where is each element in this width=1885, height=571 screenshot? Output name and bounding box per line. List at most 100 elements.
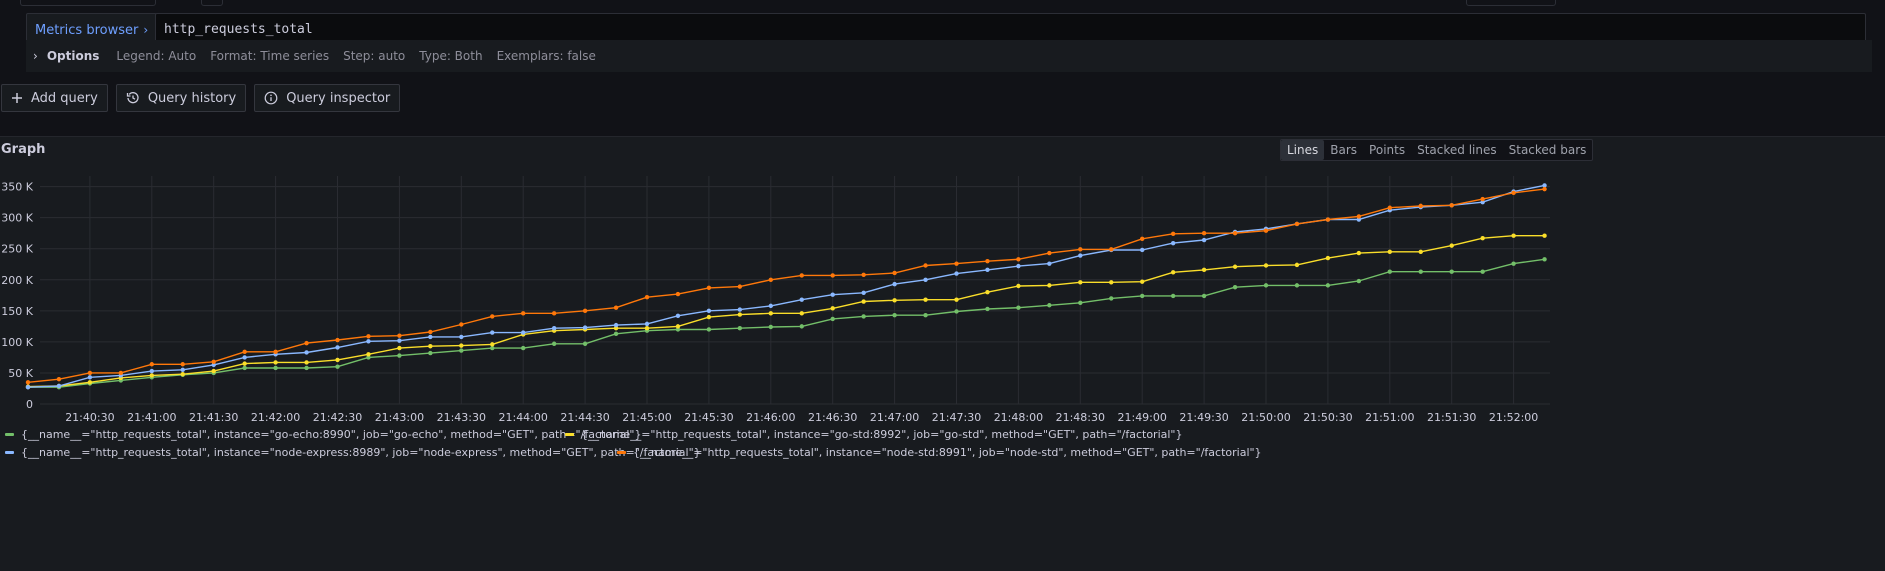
x-tick-label: 21:52:00	[1489, 411, 1538, 424]
data-point	[644, 294, 650, 300]
query-history-label: Query history	[147, 90, 237, 106]
query-history-button[interactable]: Query history	[115, 84, 247, 112]
panel-title: Graph	[1, 142, 46, 157]
legend-item[interactable]: {__name__="http_requests_total", instanc…	[565, 428, 1182, 441]
data-point	[1047, 250, 1052, 256]
legend-item[interactable]: {__name__="http_requests_total", instanc…	[5, 446, 701, 459]
data-point	[1109, 296, 1114, 301]
series-line	[28, 258, 1545, 388]
legend-label: {__name__="http_requests_total", instanc…	[21, 446, 701, 459]
data-point	[644, 321, 650, 327]
data-point	[1016, 257, 1021, 262]
option-format: Format: Time series	[210, 49, 330, 63]
data-point	[1016, 263, 1021, 269]
data-point	[675, 324, 681, 329]
data-point	[397, 333, 402, 338]
history-icon	[126, 92, 139, 104]
data-point	[428, 334, 433, 340]
data-point	[1480, 199, 1485, 205]
data-point	[1263, 263, 1269, 268]
data-point	[985, 290, 990, 295]
query-inspector-button[interactable]: Query inspector	[254, 84, 401, 112]
data-point	[768, 324, 773, 330]
x-tick-label: 21:47:30	[932, 411, 981, 424]
x-tick-label: 21:51:00	[1365, 411, 1414, 424]
data-point	[273, 349, 278, 355]
x-tick-label: 21:51:30	[1427, 411, 1476, 424]
time-series-chart[interactable]: 0 50 K 100 K 150 K 200 K 250 K 300 K 350 K 21:40…	[0, 168, 1885, 430]
data-point	[273, 360, 278, 365]
legend-item[interactable]: {__name__="http_requests_total", instanc…	[5, 428, 641, 441]
data-point	[737, 326, 743, 331]
data-point	[366, 352, 371, 357]
toolbar-tab-edge[interactable]	[20, 0, 156, 6]
legend-swatch	[5, 433, 14, 436]
data-point	[335, 345, 340, 350]
y-tick-label: 0	[26, 398, 33, 411]
mode-lines[interactable]: Lines	[1281, 140, 1325, 160]
y-tick-label: 350 K	[1, 181, 33, 194]
data-point	[675, 327, 681, 332]
data-point	[799, 297, 804, 302]
mode-points[interactable]: Points	[1369, 143, 1406, 157]
data-point	[1542, 183, 1547, 188]
legend-label: {__name__="http_requests_total", instanc…	[21, 428, 642, 441]
x-tick-label: 21:46:30	[808, 411, 857, 424]
data-point	[397, 353, 402, 358]
y-tick-label: 150 K	[1, 305, 33, 318]
toolbar-button-edge[interactable]	[1466, 0, 1556, 6]
data-point	[1418, 203, 1423, 209]
data-point	[1170, 240, 1176, 246]
query-options-bar[interactable]: › Options Legend: Auto Format: Time seri…	[26, 40, 1872, 72]
data-point	[706, 327, 712, 332]
data-point	[397, 345, 402, 351]
data-point	[25, 380, 31, 385]
data-point	[180, 367, 185, 373]
chevron-right-icon[interactable]: ›	[33, 49, 38, 63]
data-point	[768, 303, 773, 309]
x-tick-label: 21:45:00	[622, 411, 671, 424]
data-point	[954, 297, 959, 302]
data-point	[1542, 186, 1547, 192]
data-point	[428, 329, 433, 335]
data-point	[923, 277, 928, 282]
data-point	[180, 362, 185, 367]
data-point	[304, 350, 309, 355]
data-point	[582, 325, 588, 330]
option-type: Type: Both	[419, 49, 483, 63]
chart-legend: {__name__="http_requests_total", instanc…	[0, 425, 1885, 465]
legend-item[interactable]: {__name__="http_requests_total", instanc…	[617, 446, 1262, 459]
x-tick-label: 21:49:30	[1179, 411, 1228, 424]
data-point	[923, 297, 928, 302]
data-point	[1078, 280, 1083, 285]
data-point	[861, 314, 866, 319]
data-point	[1140, 293, 1145, 299]
data-point	[366, 339, 371, 344]
mode-stacked-lines[interactable]: Stacked lines	[1417, 143, 1497, 157]
add-query-button[interactable]: Add query	[1, 84, 108, 112]
legend-swatch	[565, 433, 574, 436]
data-point	[830, 316, 835, 322]
mode-stacked-bars[interactable]: Stacked bars	[1508, 143, 1587, 157]
data-point	[1140, 247, 1145, 253]
data-point	[521, 311, 526, 316]
data-point	[1356, 278, 1362, 284]
data-point	[892, 312, 897, 318]
data-point	[242, 365, 247, 371]
data-point	[87, 380, 93, 385]
data-point	[56, 376, 62, 382]
data-point	[273, 365, 278, 371]
data-point	[1201, 237, 1207, 243]
data-point	[1356, 217, 1362, 222]
graph-panel	[0, 136, 1885, 571]
toolbar-tab-edge[interactable]	[201, 0, 223, 6]
options-title[interactable]: Options	[46, 49, 100, 63]
data-point	[490, 330, 495, 335]
data-point	[1511, 261, 1516, 266]
option-legend: Legend: Auto	[116, 49, 197, 63]
mode-bars[interactable]: Bars	[1330, 143, 1358, 157]
data-point	[1387, 249, 1393, 255]
data-point	[644, 326, 650, 331]
info-circle-icon	[264, 91, 278, 105]
data-point	[1263, 228, 1269, 233]
